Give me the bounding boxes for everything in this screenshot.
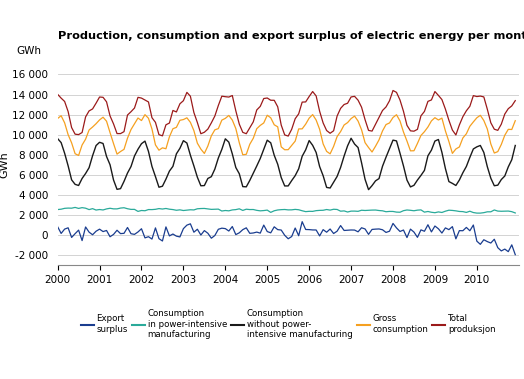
Text: GWh: GWh: [16, 46, 41, 56]
Text: Production, consumption and export surplus of electric energy per month. GWh: Production, consumption and export surpl…: [58, 31, 524, 41]
Y-axis label: GWh: GWh: [0, 152, 9, 178]
Legend: Export
surplus, Consumption
in power-intensive
manufacturing, Consumption
withou: Export surplus, Consumption in power-int…: [78, 306, 499, 343]
